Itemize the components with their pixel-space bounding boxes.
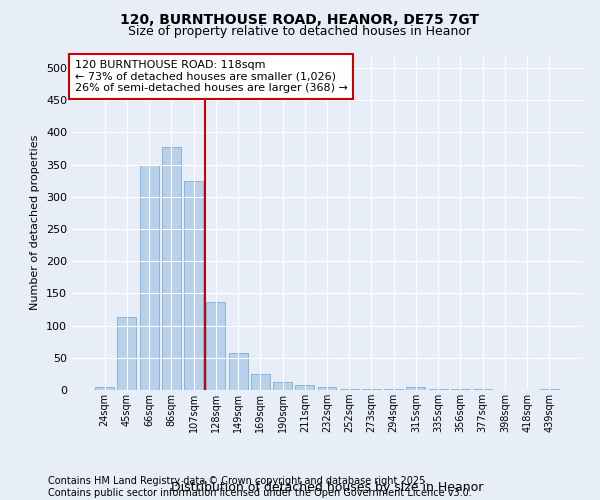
Bar bbox=[340, 388, 359, 390]
Bar bbox=[229, 354, 248, 390]
Bar bbox=[140, 165, 158, 390]
Bar bbox=[406, 388, 425, 390]
Bar bbox=[317, 387, 337, 390]
X-axis label: Distribution of detached houses by size in Heanor: Distribution of detached houses by size … bbox=[171, 481, 483, 494]
Text: Size of property relative to detached houses in Heanor: Size of property relative to detached ho… bbox=[128, 25, 472, 38]
Text: Contains HM Land Registry data © Crown copyright and database right 2025.
Contai: Contains HM Land Registry data © Crown c… bbox=[48, 476, 472, 498]
Bar bbox=[540, 388, 559, 390]
Bar bbox=[206, 302, 225, 390]
Bar bbox=[162, 147, 181, 390]
Text: 120, BURNTHOUSE ROAD, HEANOR, DE75 7GT: 120, BURNTHOUSE ROAD, HEANOR, DE75 7GT bbox=[121, 12, 479, 26]
Bar bbox=[273, 382, 292, 390]
Bar bbox=[384, 388, 403, 390]
Bar bbox=[184, 180, 203, 390]
Bar bbox=[251, 374, 270, 390]
Bar bbox=[362, 388, 381, 390]
Bar bbox=[95, 387, 114, 390]
Text: 120 BURNTHOUSE ROAD: 118sqm
← 73% of detached houses are smaller (1,026)
26% of : 120 BURNTHOUSE ROAD: 118sqm ← 73% of det… bbox=[74, 60, 347, 93]
Y-axis label: Number of detached properties: Number of detached properties bbox=[31, 135, 40, 310]
Bar bbox=[295, 386, 314, 390]
Bar bbox=[118, 317, 136, 390]
